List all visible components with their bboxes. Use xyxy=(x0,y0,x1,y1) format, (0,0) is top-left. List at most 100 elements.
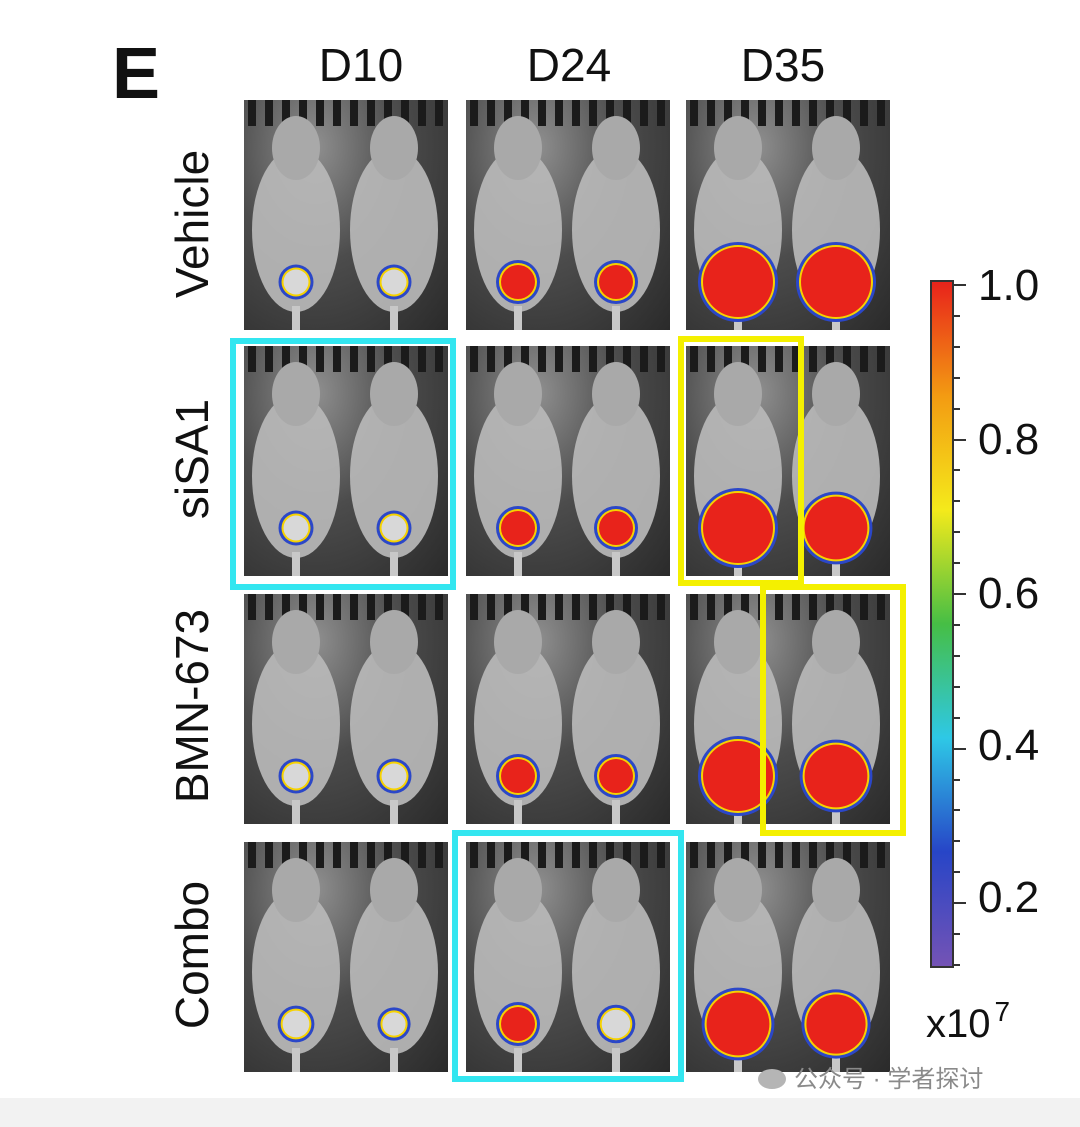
holder-bar xyxy=(504,346,512,372)
mouse-image-sisa1-d35 xyxy=(686,346,890,576)
mouse-right xyxy=(350,362,438,576)
holder-bar xyxy=(809,842,817,868)
holder-bar xyxy=(690,346,698,372)
mouse-right xyxy=(792,362,880,576)
holder-bar xyxy=(809,594,817,620)
colorbar-tick-label-2: 0.8 xyxy=(978,415,1040,464)
holder-bar xyxy=(809,100,817,126)
holder-bar xyxy=(724,346,732,372)
holder-bar xyxy=(504,100,512,126)
colorbar-minor-tick xyxy=(952,840,960,843)
holder-bar xyxy=(248,100,256,126)
holder-bar xyxy=(487,594,495,620)
colorbar-minor-tick xyxy=(952,407,960,410)
wechat-icon xyxy=(758,1069,786,1089)
colorbar-tick-label-4: 0.4 xyxy=(978,721,1040,770)
holder-bar xyxy=(775,842,783,868)
signal-blob xyxy=(806,994,866,1054)
mouse-image-combo-d24 xyxy=(466,842,670,1072)
colorbar-minor-tick xyxy=(952,654,960,657)
holder-bar xyxy=(435,100,443,126)
holder-bar xyxy=(741,594,749,620)
holder-bar xyxy=(521,100,529,126)
holder-bar xyxy=(623,100,631,126)
mouse-right xyxy=(572,610,660,824)
holder-bar xyxy=(657,842,665,868)
holder-bar xyxy=(555,346,563,372)
holder-bar xyxy=(265,346,273,372)
holder-bar xyxy=(589,100,597,126)
holder-bar xyxy=(470,100,478,126)
colorbar-minor-tick xyxy=(952,716,960,719)
holder-bar xyxy=(316,100,324,126)
mouse-left xyxy=(252,610,340,824)
holder-bar xyxy=(826,842,834,868)
holder-bar xyxy=(826,346,834,372)
mouse-image-combo-d35 xyxy=(686,842,890,1072)
column-label-d10: D10 xyxy=(318,39,404,91)
holder-bar xyxy=(401,100,409,126)
holder-bar xyxy=(809,346,817,372)
holder-bar xyxy=(470,842,478,868)
holder-bar xyxy=(384,100,392,126)
holder-bar xyxy=(758,594,766,620)
holder-bar xyxy=(860,842,868,868)
holder-bar xyxy=(418,346,426,372)
holder-bar xyxy=(792,100,800,126)
signal-blob xyxy=(283,515,309,541)
holder-bar xyxy=(606,100,614,126)
holder-bar xyxy=(282,346,290,372)
signal-blob xyxy=(801,247,871,317)
signal-blob xyxy=(706,992,770,1056)
colorbar xyxy=(930,280,954,968)
row-label-combo: Combo xyxy=(166,880,218,1030)
signal-blob xyxy=(703,493,773,563)
holder-bar xyxy=(538,594,546,620)
holder-bar xyxy=(792,346,800,372)
colorbar-minor-tick xyxy=(952,562,960,565)
holder-bar xyxy=(860,594,868,620)
mouse-image-bmn673-d10 xyxy=(244,594,448,824)
holder-bar xyxy=(521,346,529,372)
holder-bar xyxy=(758,842,766,868)
mouse-right xyxy=(792,116,880,330)
holder-bar xyxy=(724,842,732,868)
panel-letter: E xyxy=(112,34,161,114)
holder-bar xyxy=(707,594,715,620)
watermark-text: 公众号 · 学者探讨 xyxy=(794,1066,984,1093)
holder-bar xyxy=(606,842,614,868)
row-label-bmn673: BMN-673 xyxy=(166,608,218,804)
holder-bar xyxy=(657,100,665,126)
mouse-left xyxy=(474,610,562,824)
holder-bar xyxy=(504,842,512,868)
holder-bar xyxy=(418,842,426,868)
holder-bar xyxy=(877,100,885,126)
holder-bar xyxy=(572,100,580,126)
colorbar-major-tick xyxy=(952,747,966,750)
holder-bar xyxy=(826,100,834,126)
holder-bar xyxy=(350,346,358,372)
holder-bar xyxy=(690,594,698,620)
holder-bar xyxy=(384,842,392,868)
colorbar-minor-tick xyxy=(952,809,960,812)
holder-bar xyxy=(418,100,426,126)
holder-bar xyxy=(521,594,529,620)
holder-bar xyxy=(265,842,273,868)
holder-bar xyxy=(775,100,783,126)
holder-bar xyxy=(707,346,715,372)
holder-bar xyxy=(333,100,341,126)
holder-bar xyxy=(265,100,273,126)
colorbar-minor-tick xyxy=(952,685,960,688)
mouse-left xyxy=(252,362,340,576)
holder-bar xyxy=(623,842,631,868)
holder-bar xyxy=(741,346,749,372)
row-label-vehicle: Vehicle xyxy=(166,149,218,299)
signal-blob xyxy=(804,744,868,808)
mouse-image-combo-d10 xyxy=(244,842,448,1072)
colorbar-minor-tick xyxy=(952,964,960,966)
mouse-right xyxy=(792,858,880,1072)
holder-bar xyxy=(826,594,834,620)
signal-blob xyxy=(282,1010,310,1038)
holder-bar xyxy=(538,346,546,372)
holder-bar xyxy=(707,842,715,868)
